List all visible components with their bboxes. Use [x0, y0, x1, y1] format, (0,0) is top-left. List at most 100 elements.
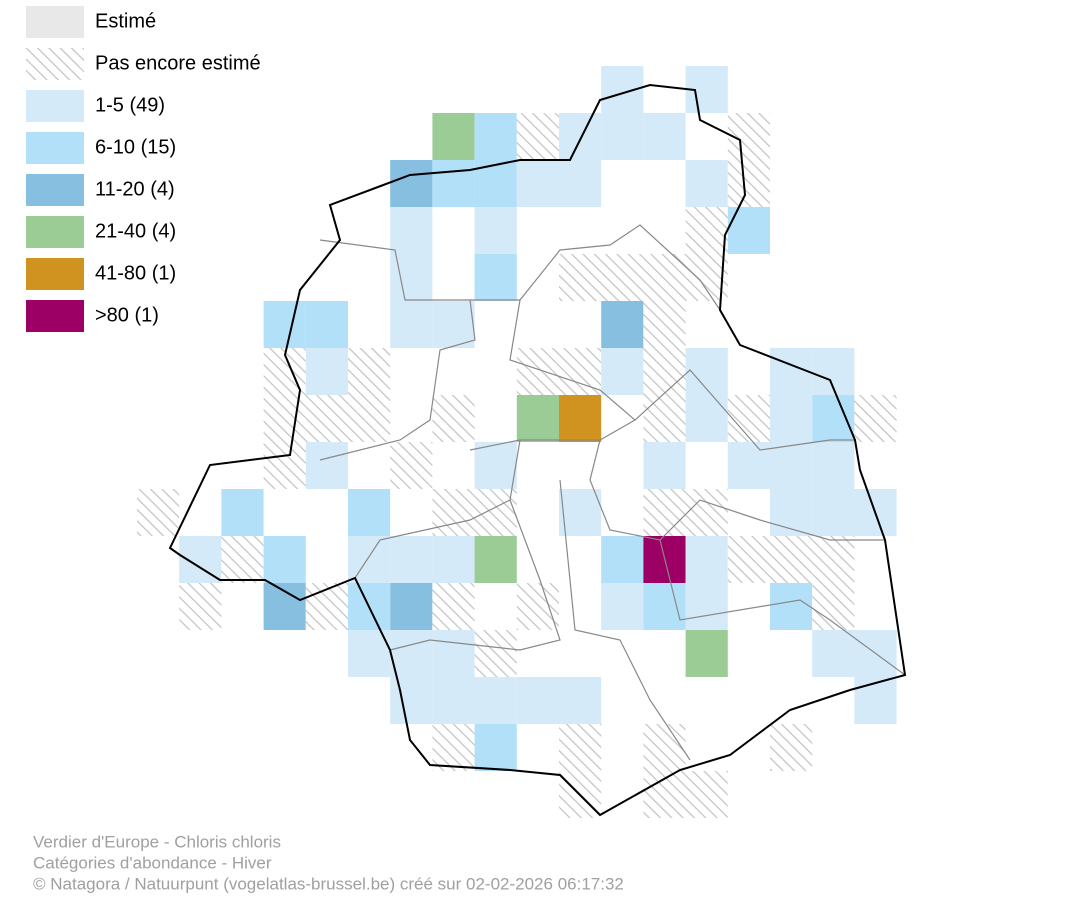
- grid-cell: [559, 113, 602, 160]
- caption: Verdier d'Europe - Chloris chloris Catégo…: [33, 832, 624, 893]
- grid-cell: [601, 254, 644, 301]
- grid-cell: [516, 583, 559, 630]
- grid-cell: [432, 630, 475, 677]
- legend-label: 1-5 (49): [95, 94, 165, 116]
- grid-cell: [727, 536, 770, 583]
- grid-cell: [727, 395, 770, 442]
- region-boundary: [168, 83, 907, 817]
- grid-cell: [854, 395, 897, 442]
- grid-cell: [305, 395, 348, 442]
- grid-cell: [770, 395, 813, 442]
- grid-cell: [559, 724, 602, 771]
- grid-cell: [390, 536, 433, 583]
- grid-cell: [516, 677, 559, 724]
- grid-cell: [432, 160, 475, 207]
- grid-cell: [432, 489, 475, 536]
- grid-cell: [474, 724, 517, 771]
- grid-cell: [812, 536, 855, 583]
- grid-cell: [348, 395, 391, 442]
- grid-cell: [305, 301, 348, 348]
- legend-swatch: [26, 216, 84, 248]
- grid-cell: [390, 207, 433, 254]
- grid-cell: [770, 348, 813, 395]
- grid-cell: [812, 395, 855, 442]
- grid-cell: [812, 489, 855, 536]
- legend-swatch: [26, 90, 84, 122]
- grid-cell: [390, 301, 433, 348]
- grid-cell: [727, 160, 770, 207]
- legend-label: Estimé: [95, 10, 156, 32]
- grid-cell: [179, 583, 222, 630]
- grid-cell: [390, 677, 433, 724]
- grid-cell: [305, 583, 348, 630]
- grid-cell: [348, 489, 391, 536]
- grid-cell: [432, 724, 475, 771]
- grid-cell: [559, 489, 602, 536]
- grid-cell: [474, 677, 517, 724]
- grid-cell: [390, 160, 433, 207]
- grid-cell: [770, 536, 813, 583]
- grid-cell: [221, 489, 264, 536]
- grid-cell: [643, 442, 686, 489]
- grid-cell: [643, 489, 686, 536]
- grid-cell: [643, 724, 686, 771]
- grid-cell: [559, 395, 602, 442]
- grid-cell: [854, 677, 897, 724]
- grid-cell: [685, 771, 728, 818]
- grid-cell: [601, 113, 644, 160]
- caption-line: © Natagora / Natuurpunt (vogelatlas-brus…: [33, 874, 624, 893]
- legend-label: 41-80 (1): [95, 262, 176, 284]
- legend-label: 21-40 (4): [95, 220, 176, 242]
- grid-cell: [305, 442, 348, 489]
- grid-cell: [516, 395, 559, 442]
- legend-swatch: [26, 300, 84, 332]
- grid-cell: [474, 630, 517, 677]
- grid-cell: [812, 442, 855, 489]
- legend-swatch: [26, 6, 84, 38]
- grid-cell: [601, 348, 644, 395]
- grid-cell: [643, 395, 686, 442]
- grid-cell: [432, 113, 475, 160]
- grid-cell: [559, 160, 602, 207]
- legend-label: Pas encore estimé: [95, 52, 261, 74]
- grid-cell: [221, 536, 264, 583]
- grid-cell: [685, 536, 728, 583]
- legend-swatch: [26, 132, 84, 164]
- legend-label: 6-10 (15): [95, 136, 176, 158]
- grid-cell: [390, 583, 433, 630]
- grid-cell: [390, 442, 433, 489]
- grid-cell: [643, 254, 686, 301]
- legend-label: 11-20 (4): [95, 178, 175, 200]
- legend-swatch: [26, 174, 84, 206]
- grid-cells: [137, 66, 897, 818]
- grid-cell: [770, 489, 813, 536]
- grid-cell: [685, 583, 728, 630]
- grid-cell: [643, 301, 686, 348]
- grid-cell: [685, 630, 728, 677]
- grid-cell: [263, 395, 306, 442]
- grid-cell: [474, 113, 517, 160]
- grid-cell: [516, 160, 559, 207]
- grid-cell: [685, 348, 728, 395]
- legend-label: >80 (1): [95, 304, 159, 326]
- grid-cell: [348, 348, 391, 395]
- grid-cell: [263, 301, 306, 348]
- grid-cell: [432, 583, 475, 630]
- grid-cell: [263, 442, 306, 489]
- grid-cell: [474, 207, 517, 254]
- grid-cell: [812, 630, 855, 677]
- grid-cell: [432, 301, 475, 348]
- grid-cell: [643, 348, 686, 395]
- legend-swatch: [26, 48, 84, 80]
- grid-cell: [601, 583, 644, 630]
- caption-line: Verdier d'Europe - Chloris chloris: [33, 832, 281, 851]
- grid-cell: [685, 395, 728, 442]
- grid-cell: [727, 207, 770, 254]
- legend: Estimé Pas encore estimé 1-5 (49) 6-10 (15)…: [26, 6, 261, 332]
- grid-cell: [390, 630, 433, 677]
- grid-cell: [137, 489, 180, 536]
- grid-cell: [770, 442, 813, 489]
- grid-cell: [474, 254, 517, 301]
